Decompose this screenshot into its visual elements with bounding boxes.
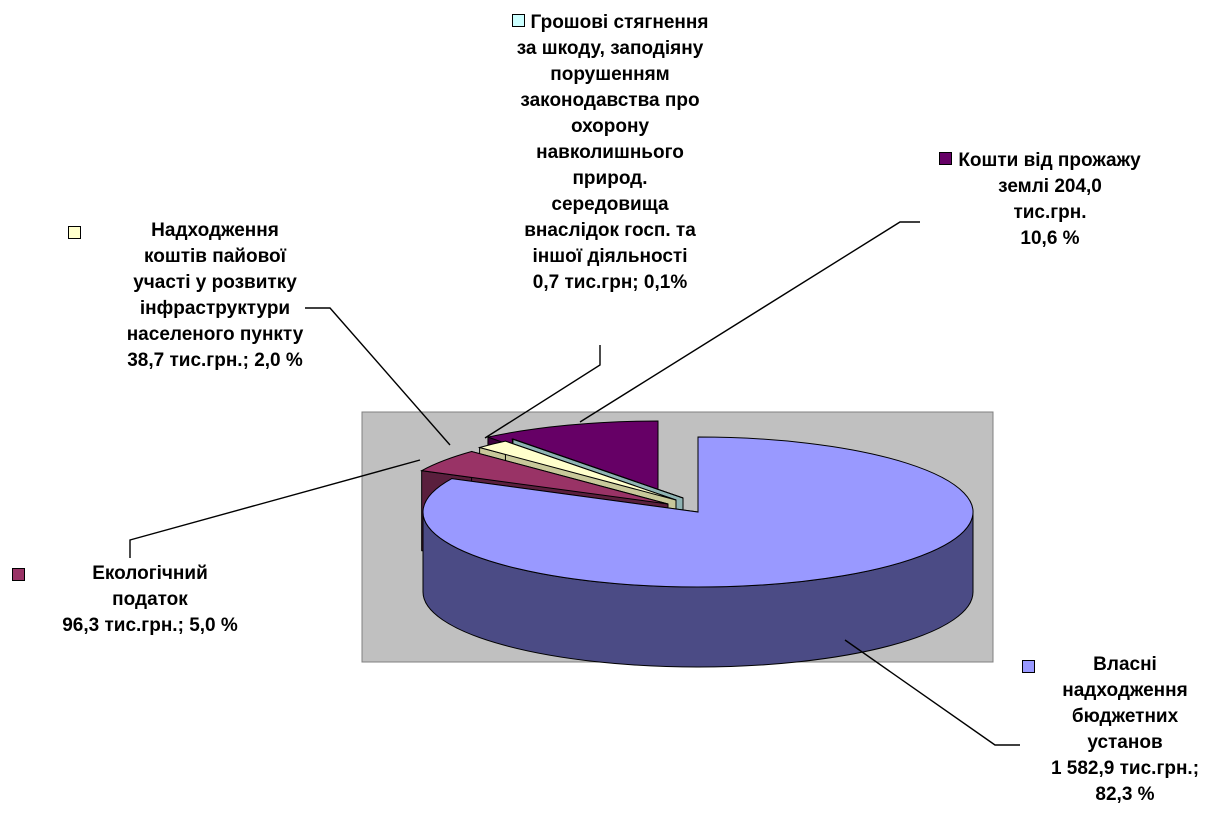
label-styagnennya-line-3: законодавства про bbox=[520, 90, 700, 111]
label-styagnennya: Грошові стягнення за шкоду, заподіяну по… bbox=[475, 10, 745, 296]
legend-swatch-ekologichnyi bbox=[12, 568, 25, 581]
label-payova-line-2: участі у розвитку bbox=[133, 272, 297, 293]
label-payova-line-0: Надходження bbox=[151, 220, 279, 241]
label-ekologichnyi: Екологічний податок 96,3 тис.грн.; 5,0 % bbox=[20, 561, 280, 639]
label-payova-line-1: коштів пайової bbox=[144, 246, 286, 267]
pie-slice-top-payova bbox=[477, 440, 677, 501]
label-styagnennya-line-0: Грошові стягнення bbox=[530, 12, 709, 33]
label-payova-line-4: населеного пункту bbox=[126, 324, 304, 345]
label-zemlya-line-0: Кошти від прожажу bbox=[958, 150, 1141, 171]
legend-swatch-zemlya bbox=[939, 152, 953, 166]
legend-swatch-vlasni bbox=[1022, 660, 1035, 673]
label-zemlya: Кошти від прожажу землі 204,0 тис.грн. 1… bbox=[905, 148, 1175, 252]
label-ekologichnyi-line-1: податок bbox=[112, 589, 188, 610]
label-payova-line-5: 38,7 тис.грн.; 2,0 % bbox=[127, 350, 303, 371]
label-vlasni-line-0: Власні bbox=[1093, 654, 1157, 675]
label-styagnennya-line-9: іншої діяльності bbox=[532, 246, 688, 267]
leader-line-styagnennya bbox=[484, 345, 601, 439]
leader-line-ekologichnyi bbox=[129, 459, 421, 558]
label-styagnennya-line-4: охорону bbox=[570, 116, 650, 137]
label-styagnennya-line-1: за шкоду, заподіяну bbox=[516, 38, 704, 59]
legend-swatch-styagnennya bbox=[511, 14, 525, 28]
label-payova-line-3: інфраструктури bbox=[139, 298, 291, 319]
pie-slice-top-vlasni bbox=[422, 436, 974, 588]
pie-slice-vlasni bbox=[422, 436, 974, 668]
legend-swatch-payova bbox=[68, 226, 81, 239]
label-zemlya-line-1: землі 204,0 bbox=[998, 176, 1102, 197]
label-zemlya-line-2: тис.грн. bbox=[1013, 202, 1087, 223]
pie-slice-top-ekologichnyi bbox=[420, 450, 669, 505]
label-styagnennya-line-7: середовища bbox=[551, 194, 669, 215]
leader-line-payova bbox=[305, 307, 451, 446]
label-ekologichnyi-line-0: Екологічний bbox=[92, 563, 208, 584]
label-vlasni-line-1: надходження bbox=[1062, 680, 1188, 701]
label-payova: Надходження коштів пайової участі у розв… bbox=[70, 218, 360, 374]
label-vlasni-line-5: 82,3 % bbox=[1095, 784, 1155, 805]
label-zemlya-line-3: 10,6 % bbox=[1020, 228, 1080, 249]
label-vlasni: Власні надходження бюджетних установ 1 5… bbox=[1025, 652, 1225, 808]
label-styagnennya-line-2: порушенням bbox=[550, 64, 670, 85]
label-vlasni-line-2: бюджетних bbox=[1071, 706, 1179, 727]
leader-line-zemlya bbox=[579, 221, 920, 423]
label-ekologichnyi-line-2: 96,3 тис.грн.; 5,0 % bbox=[62, 615, 238, 636]
pie-slice-top-styagnennya bbox=[510, 438, 684, 499]
label-styagnennya-line-8: внаслідок госп. та bbox=[524, 220, 696, 241]
label-styagnennya-line-10: 0,7 тис.грн; 0,1% bbox=[532, 272, 688, 293]
label-styagnennya-line-5: навколишнього bbox=[536, 142, 684, 163]
label-vlasni-line-3: установ bbox=[1087, 732, 1163, 753]
leader-line-vlasni bbox=[844, 639, 1020, 746]
label-vlasni-line-4: 1 582,9 тис.грн.; bbox=[1050, 758, 1200, 779]
label-styagnennya-line-6: природ. bbox=[572, 168, 648, 189]
